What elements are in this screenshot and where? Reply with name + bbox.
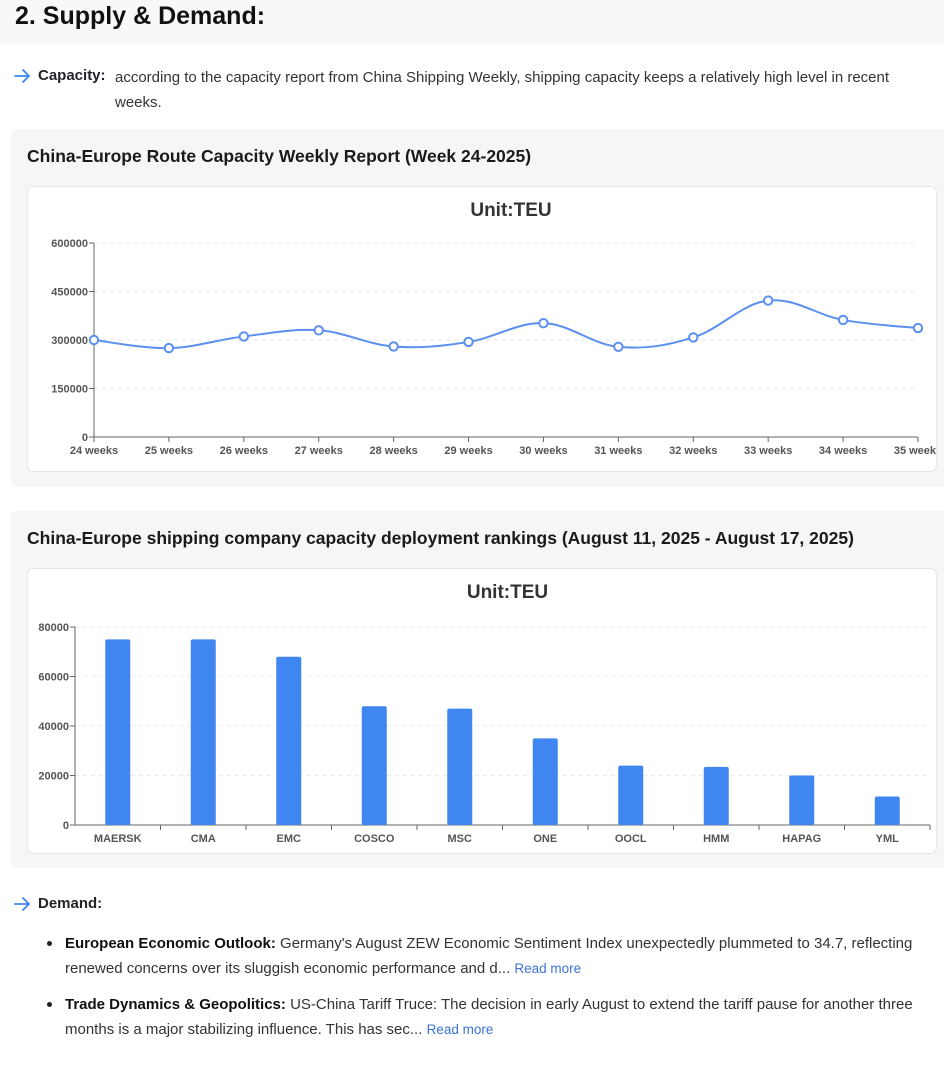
x-tick-label: HAPAG [782,833,821,845]
x-tick-label: 34 weeks [819,445,867,457]
data-point [538,317,549,329]
y-tick-label: 20000 [38,771,69,783]
list-item: Trade Dynamics & Geopolitics: US-China T… [47,992,944,1042]
data-point [463,336,474,348]
x-tick-label: YML [876,833,900,845]
x-tick-label: 32 weeks [669,445,717,457]
bar [703,766,729,825]
x-tick-label: MAERSK [94,833,142,845]
bar [190,639,216,825]
capacity-text: according to the capacity report from Ch… [115,69,890,111]
x-tick-label: COSCO [354,833,395,845]
bullet-dot [47,1002,52,1007]
demand-item-label: European Economic Outlook: [65,935,276,952]
chart-title: Unit:TEU [470,200,551,221]
arrow-right-icon [14,897,30,911]
y-tick-label: 450000 [51,287,88,299]
y-tick-label: 300000 [51,335,88,347]
bar [789,775,815,825]
bar [874,796,900,825]
x-tick-label: 29 weeks [444,445,492,457]
y-tick-label: 80000 [38,622,69,634]
demand-item-text: US-China Tariff Truce: The decision in e… [65,996,913,1038]
bar [447,708,473,825]
bar [105,639,131,825]
data-point [613,341,624,352]
y-tick-label: 60000 [38,672,69,684]
line-chart-card: Unit:TEU 0 150000 300000 450000 600000 24 week… [27,186,937,472]
data-point [688,332,699,343]
line-chart-panel: China-Europe Route Capacity Weekly Repor… [11,129,944,487]
x-tick-label: OOCL [615,833,647,845]
data-point [163,342,175,354]
demand-label: Demand: [38,895,103,912]
data-point [88,334,100,346]
x-tick-label: 30 weeks [519,445,567,457]
series-line [93,299,919,350]
bar-chart-panel-title: China-Europe shipping company capacity d… [27,528,854,548]
y-tick-label: 0 [63,820,69,832]
bar [532,738,558,825]
chart-title: Unit:TEU [467,582,548,603]
x-tick-label: 27 weeks [295,445,343,457]
x-tick-label: 25 weeks [145,445,193,457]
y-tick-label: 0 [82,432,88,444]
bar-chart-card: Unit:TEU 0 20000 40000 60000 80000 MAERSK CMA EM… [27,568,937,854]
x-tick-label: 31 weeks [594,445,642,457]
data-point [238,331,250,342]
read-more-link[interactable]: Read more [426,1022,494,1037]
x-tick-label: MSC [448,833,473,845]
demand-item-label: Trade Dynamics & Geopolitics: [65,996,286,1013]
bar [276,656,302,825]
y-tick-label: 600000 [51,238,88,250]
bar [361,706,387,825]
x-tick-label: 26 weeks [220,445,268,457]
x-tick-label: 33 weeks [744,445,792,457]
section-header: 2. Supply & Demand: [0,0,944,44]
x-tick-label: 28 weeks [369,445,417,457]
list-item: European Economic Outlook: Germany's Aug… [47,931,944,981]
x-tick-label: ONE [533,833,557,845]
arrow-right-icon [14,69,30,83]
y-tick-label: 150000 [51,384,88,396]
demand-item-text: Germany's August ZEW Economic Sentiment … [65,935,913,977]
read-more-link[interactable]: Read more [514,961,582,976]
bar [618,765,644,825]
capacity-label: Capacity: [38,67,106,84]
line-chart: Unit:TEU 0 150000 300000 450000 600000 24 week… [51,200,936,457]
bullet-dot [47,941,52,946]
data-point [313,325,324,336]
data-point [762,295,774,306]
x-tick-label: 35 weeks [894,445,936,457]
y-tick-label: 40000 [38,721,69,733]
x-tick-label: EMC [277,833,302,845]
section-title: 2. Supply & Demand: [15,2,266,30]
bar-chart-panel: China-Europe shipping company capacity d… [11,511,944,868]
bar-chart: Unit:TEU 0 20000 40000 60000 80000 MAERSK CMA EM… [38,582,931,845]
data-point [388,341,399,352]
data-point [837,314,849,326]
x-tick-label: CMA [191,833,216,845]
x-tick-label: HMM [703,833,729,845]
line-chart-panel-title: China-Europe Route Capacity Weekly Repor… [27,146,532,166]
demand-list: European Economic Outlook: Germany's Aug… [47,931,944,1053]
data-point [912,322,924,334]
x-tick-label: 24 weeks [70,445,118,457]
